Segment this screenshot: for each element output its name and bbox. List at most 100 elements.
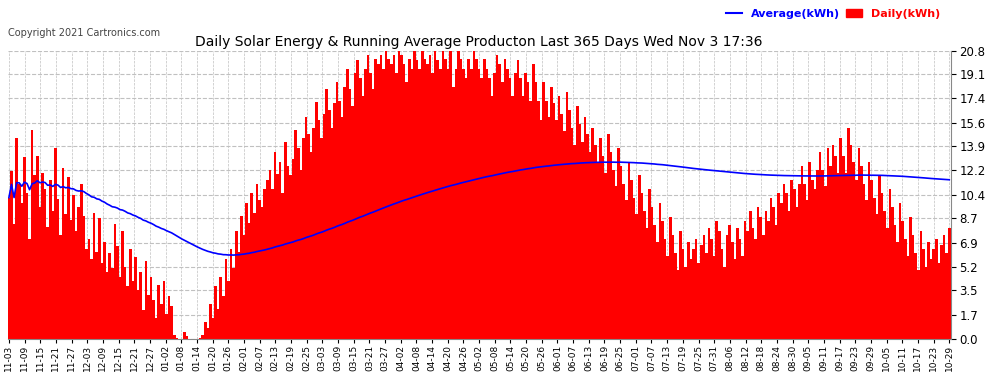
Bar (313, 128, 315, 339)
Bar (287, 166, 289, 339)
Bar (628, 162, 631, 339)
Bar (790, 180, 793, 339)
Bar (273, 152, 276, 339)
Bar (506, 69, 509, 339)
Bar (204, 322, 207, 339)
Bar (49, 180, 51, 339)
Bar (724, 267, 726, 339)
Bar (385, 51, 387, 339)
Bar (160, 304, 162, 339)
Bar (496, 55, 498, 339)
Bar (429, 55, 432, 339)
Bar (220, 277, 222, 339)
Bar (42, 172, 44, 339)
Bar (538, 100, 540, 339)
Bar (602, 156, 604, 339)
Bar (498, 64, 501, 339)
Bar (230, 249, 233, 339)
Bar (374, 59, 377, 339)
Bar (424, 59, 426, 339)
Bar (928, 242, 930, 339)
Bar (432, 73, 434, 339)
Bar (459, 59, 462, 339)
Bar (729, 225, 731, 339)
Bar (485, 69, 488, 339)
Bar (767, 221, 769, 339)
Bar (207, 328, 209, 339)
Bar (307, 134, 310, 339)
Bar (320, 138, 323, 339)
Bar (625, 200, 628, 339)
Bar (852, 162, 855, 339)
Bar (483, 59, 485, 339)
Bar (26, 194, 29, 339)
Bar (361, 96, 364, 339)
Bar (713, 256, 716, 339)
Bar (832, 145, 835, 339)
Bar (108, 253, 111, 339)
Bar (840, 138, 842, 339)
Bar (152, 300, 154, 339)
Bar (400, 55, 403, 339)
Bar (589, 152, 591, 339)
Bar (235, 231, 238, 339)
Bar (366, 55, 369, 339)
Bar (933, 249, 936, 339)
Bar (573, 145, 576, 339)
Bar (620, 166, 623, 339)
Bar (746, 231, 749, 339)
Bar (743, 221, 746, 339)
Bar (731, 242, 734, 339)
Bar (783, 184, 785, 339)
Bar (47, 227, 49, 339)
Bar (586, 134, 589, 339)
Bar (697, 263, 700, 339)
Bar (305, 117, 307, 339)
Bar (837, 172, 840, 339)
Bar (390, 64, 393, 339)
Bar (369, 73, 372, 339)
Bar (645, 228, 648, 339)
Bar (862, 184, 865, 339)
Bar (294, 130, 297, 339)
Bar (398, 51, 400, 339)
Bar (690, 259, 692, 339)
Bar (137, 291, 140, 339)
Bar (610, 152, 612, 339)
Bar (279, 162, 281, 339)
Bar (124, 267, 127, 339)
Bar (379, 55, 382, 339)
Bar (419, 69, 421, 339)
Bar (788, 211, 790, 339)
Bar (353, 73, 356, 339)
Bar (948, 228, 950, 339)
Bar (387, 59, 390, 339)
Bar (238, 252, 241, 339)
Bar (413, 51, 416, 339)
Bar (830, 166, 832, 339)
Bar (493, 73, 496, 339)
Bar (129, 249, 132, 339)
Bar (132, 281, 135, 339)
Bar (377, 64, 379, 339)
Bar (148, 295, 149, 339)
Bar (260, 207, 263, 339)
Bar (406, 82, 408, 339)
Text: Copyright 2021 Cartronics.com: Copyright 2021 Cartronics.com (8, 27, 159, 38)
Bar (491, 96, 493, 339)
Bar (149, 277, 152, 339)
Bar (875, 214, 878, 339)
Bar (13, 224, 16, 339)
Bar (454, 69, 457, 339)
Bar (666, 256, 669, 339)
Bar (857, 148, 860, 339)
Bar (742, 256, 743, 339)
Bar (281, 194, 284, 339)
Bar (907, 256, 909, 339)
Bar (563, 131, 565, 339)
Bar (522, 96, 525, 339)
Bar (915, 253, 917, 339)
Bar (258, 200, 260, 339)
Bar (809, 162, 811, 339)
Bar (56, 199, 59, 339)
